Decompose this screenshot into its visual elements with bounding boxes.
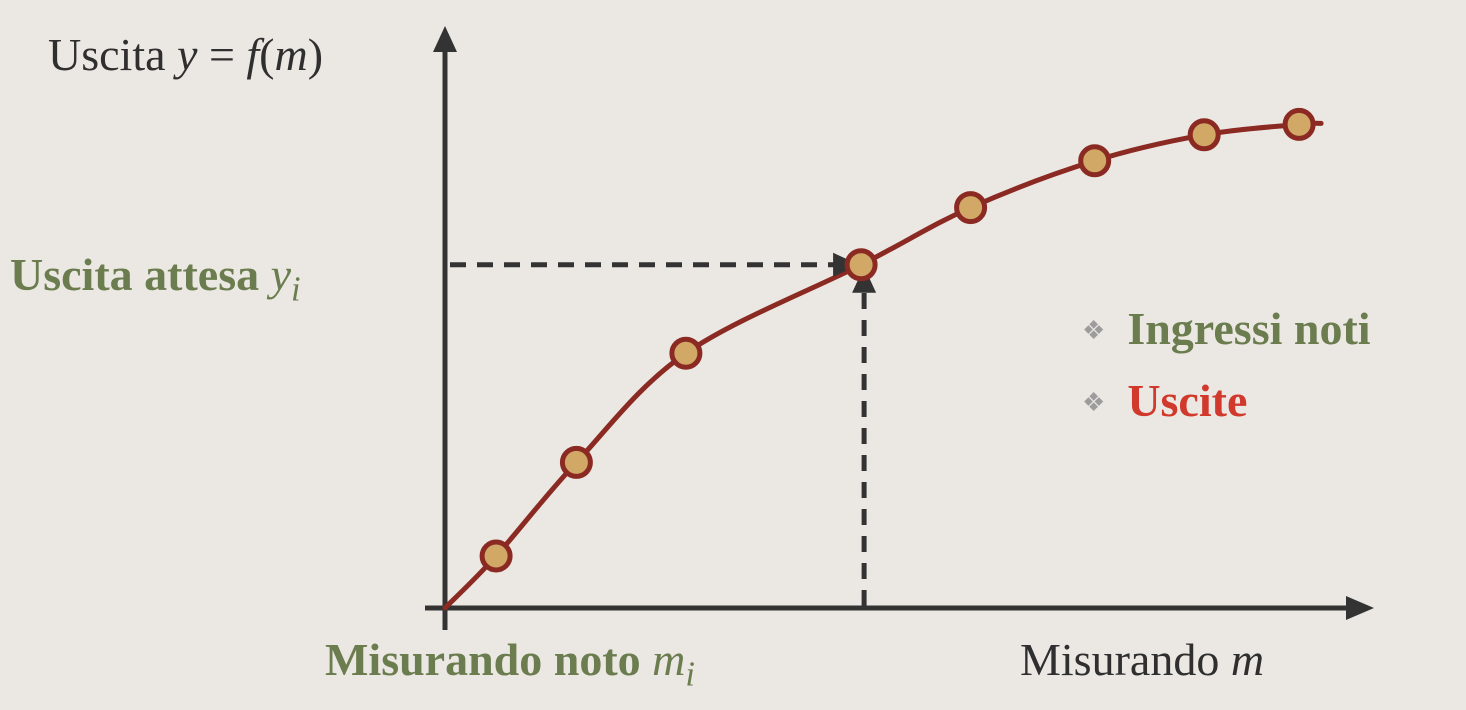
calibration-point-4	[844, 248, 878, 282]
known-measurand-label: Misurando noto mi	[325, 634, 695, 694]
calibration-point-6	[1078, 144, 1112, 178]
calibration-point-8	[1282, 107, 1316, 141]
x-axis-arrowhead	[1346, 596, 1374, 620]
x-axis-label: Misurando m	[1020, 634, 1265, 685]
calibration-point-1	[479, 539, 513, 573]
legend-item-known-inputs: ❖ Ingressi noti	[1082, 303, 1371, 354]
legend-item-outputs: ❖ Uscite	[1082, 375, 1248, 426]
diamond-bullet-icon: ❖	[1082, 387, 1106, 417]
calibration-point-2	[559, 445, 593, 479]
calibration-point-7	[1187, 118, 1221, 152]
y-axis-label: Uscita y = f(m)	[48, 29, 324, 80]
calibration-point-5	[954, 191, 988, 225]
calibration-points	[479, 107, 1316, 573]
expected-output-label: Uscita attesa yi	[10, 249, 301, 309]
y-axis-arrowhead	[433, 26, 457, 52]
legend: ❖ Ingressi noti ❖ Uscite	[1082, 306, 1371, 424]
calibration-point-3	[669, 336, 703, 370]
diamond-bullet-icon: ❖	[1082, 315, 1106, 345]
